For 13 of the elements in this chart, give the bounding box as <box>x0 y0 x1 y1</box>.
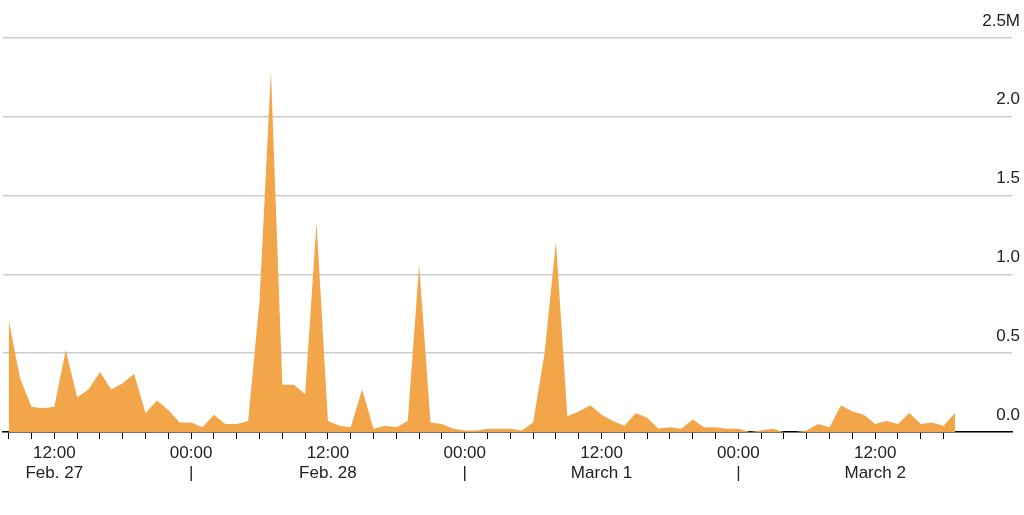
x-tick-label: 00:00 | <box>717 442 760 483</box>
y-tick-label: 1.5 <box>996 168 1020 188</box>
y-tick-label: 2.5M <box>982 10 1020 30</box>
x-tick-label: 12:00 March 1 <box>570 442 633 483</box>
y-tick-label: 0.5 <box>996 325 1020 345</box>
y-tick-label: 2.0 <box>996 89 1020 109</box>
x-tick-label: 00:00 | <box>443 442 487 483</box>
y-tick-label: 1.0 <box>996 247 1020 267</box>
x-tick-label: 00:00 | <box>169 442 213 483</box>
x-tick-label: 12:00 March 2 <box>844 442 906 483</box>
x-tick-label: 12:00 Feb. 28 <box>299 442 357 483</box>
x-tick-label: 12:00 Feb. 27 <box>25 442 84 483</box>
y-tick-label: 0.0 <box>996 404 1020 424</box>
